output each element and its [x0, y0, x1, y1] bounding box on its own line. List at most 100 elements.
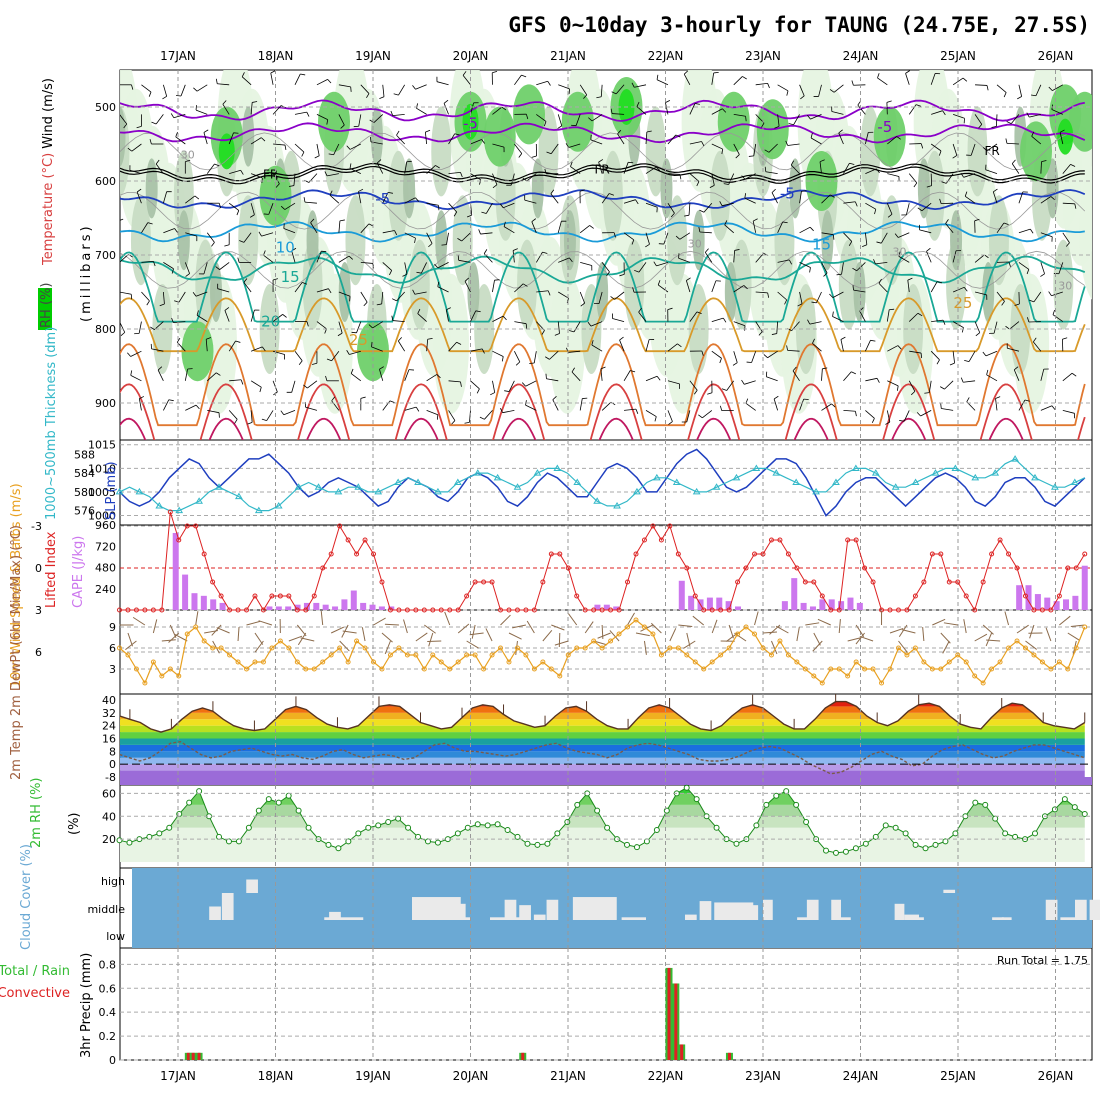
rh-marker	[126, 839, 133, 846]
wind-barb	[426, 374, 438, 382]
wind-barb-flag	[588, 117, 593, 122]
wind-barb	[250, 137, 262, 145]
cape-bar	[275, 606, 282, 610]
wind-barb-flag	[974, 218, 980, 222]
wind-barb-flag	[272, 278, 278, 281]
wind-barb	[963, 173, 976, 178]
surface-wind-barb	[1070, 624, 1085, 627]
wind-barb	[195, 109, 208, 115]
lifted-index-marker	[853, 537, 859, 543]
isotherm-minus10	[120, 99, 1085, 122]
wind-barb	[711, 350, 722, 359]
thickness-marker	[553, 464, 562, 471]
wind-barb	[141, 291, 150, 302]
surface-wind-barb	[986, 639, 1001, 642]
wind-speed-marker	[760, 645, 766, 651]
rh-marker	[255, 807, 262, 814]
cape-bar	[303, 602, 310, 610]
wind-barb	[877, 77, 888, 86]
cape-bar	[594, 604, 601, 610]
rh-shade-blob	[917, 158, 930, 219]
wind-speed-marker	[777, 638, 783, 644]
wind-barb-flag	[926, 247, 931, 252]
rh-marker	[842, 848, 849, 855]
slp-axis-label: SLP (mb)	[104, 461, 119, 520]
cape-bar	[716, 597, 723, 610]
rh-marker	[554, 830, 561, 837]
wind-speed-marker	[557, 673, 563, 679]
wind-barb-flag	[894, 233, 899, 238]
lifted-index-marker	[692, 593, 698, 599]
wind-barb	[1040, 232, 1053, 238]
wind-barb	[222, 104, 230, 115]
wind-barb-flag	[583, 94, 588, 99]
dewpoint-line	[120, 740, 1086, 775]
rh-marker	[823, 847, 830, 854]
wind-barb	[667, 202, 675, 214]
lifted-index-marker	[946, 579, 952, 585]
wind-barb-flag	[631, 239, 635, 245]
wind-barb-flag	[645, 243, 650, 248]
wind-barb	[886, 309, 890, 322]
wind-barb	[404, 262, 408, 275]
cape-tick-label: 480	[95, 562, 116, 575]
wind-speed-marker	[879, 680, 885, 686]
wind-barb-flag	[159, 303, 165, 307]
wind-speed-marker	[1065, 666, 1071, 672]
wind-barb	[601, 262, 610, 273]
lifted-index-marker	[625, 579, 631, 585]
cloud-bar	[572, 897, 617, 920]
precip-convective-bar	[680, 1044, 684, 1060]
lifted-index-marker	[506, 607, 512, 613]
wind-barb	[549, 350, 559, 360]
rh-shade-blob	[602, 150, 623, 241]
wind-barb	[733, 250, 735, 263]
wind-barb	[392, 320, 405, 322]
wind-barb-flag	[414, 237, 416, 244]
lifted-index-marker	[828, 607, 834, 613]
cloud-bar	[1001, 917, 1012, 920]
wind-barb	[843, 232, 853, 242]
wind-barb-flag	[171, 317, 174, 323]
wind-barb	[636, 106, 647, 115]
wind-speed-marker	[1048, 666, 1054, 672]
wind-barb	[461, 232, 471, 242]
wind-barb-flag	[394, 230, 398, 236]
surface-wind-barb	[754, 611, 759, 626]
pressure-unit-label: (millibars)	[79, 223, 94, 322]
wind-barb	[283, 410, 296, 416]
rh-marker	[793, 801, 800, 808]
thickness-marker	[374, 487, 383, 495]
wind-barb-flag	[350, 368, 354, 374]
wind-barb	[968, 351, 976, 362]
surface-wind-barb	[211, 624, 222, 636]
wind-barb-flag	[613, 232, 616, 238]
wind-barb-flag	[339, 219, 345, 222]
wind-barb-flag	[387, 192, 393, 194]
rh-marker	[982, 801, 989, 808]
wind-speed-marker	[1082, 624, 1088, 630]
precip-convective-bar	[674, 983, 678, 1060]
lifted-index-marker	[548, 551, 554, 557]
wind-barb-flag	[1030, 228, 1034, 234]
lifted-index-marker	[379, 579, 385, 585]
thickness-tick-label: 580	[74, 486, 95, 499]
thickness-marker	[832, 478, 840, 485]
lifted-index-marker	[862, 565, 868, 571]
wind-speed-marker	[430, 652, 436, 658]
wind-barb-flag	[331, 396, 336, 402]
wind-barb-flag	[848, 241, 853, 246]
wind-barb-flag	[415, 406, 420, 412]
wind-barb	[623, 370, 631, 382]
lifted-index-marker	[396, 607, 402, 613]
isotherm-low-level	[120, 343, 1086, 427]
lifted-index-marker	[227, 607, 233, 613]
wind-barb-flag	[829, 89, 835, 93]
wind-barb	[294, 282, 303, 293]
wind-barb	[130, 350, 142, 357]
wind-barb	[810, 114, 822, 120]
wind-barb-flag	[346, 145, 351, 150]
cape-bar	[285, 606, 292, 610]
